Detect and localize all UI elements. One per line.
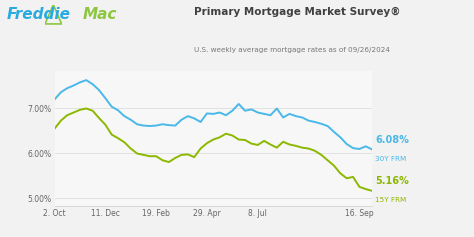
Text: 5.16%: 5.16% <box>375 176 409 186</box>
Text: 6.08%: 6.08% <box>375 135 409 145</box>
Text: 15Y FRM: 15Y FRM <box>375 197 407 203</box>
Text: Mac: Mac <box>83 7 118 22</box>
Text: Primary Mortgage Market Survey®: Primary Mortgage Market Survey® <box>194 7 401 17</box>
Text: U.S. weekly average mortgage rates as of 09/26/2024: U.S. weekly average mortgage rates as of… <box>194 47 391 53</box>
Text: Freddie: Freddie <box>7 7 71 22</box>
Text: 30Y FRM: 30Y FRM <box>375 156 407 162</box>
